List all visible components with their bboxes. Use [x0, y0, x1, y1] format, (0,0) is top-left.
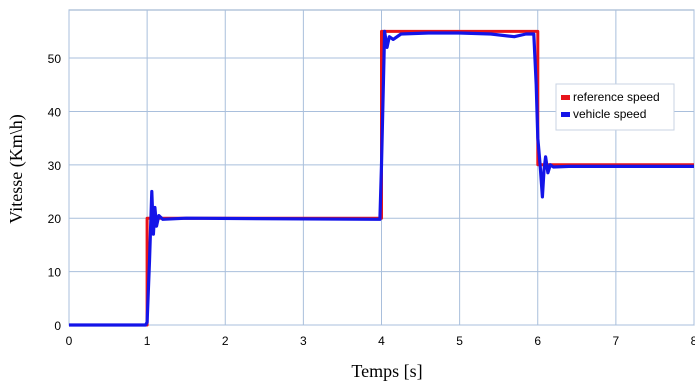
x-tick-label: 7: [613, 334, 620, 348]
legend-box: [555, 83, 675, 131]
x-axis-title: Temps [s]: [351, 361, 422, 381]
x-tick-label: 1: [144, 334, 151, 348]
x-tick-label: 0: [66, 334, 73, 348]
y-tick-label: 20: [48, 212, 62, 226]
y-tick-label: 40: [48, 105, 62, 119]
legend-label: vehicle speed: [573, 107, 646, 121]
y-tick-label: 50: [48, 52, 62, 66]
x-tick-label: 4: [378, 334, 385, 348]
legend: reference speed vehicle speed: [555, 83, 675, 131]
legend-swatch: [561, 112, 570, 117]
x-tick-label: 2: [222, 334, 229, 348]
legend-swatch: [561, 95, 570, 100]
y-tick-label: 10: [48, 266, 62, 280]
y-axis-title: Vitesse (Km\h): [6, 114, 27, 223]
x-tick-label: 6: [534, 334, 541, 348]
y-tick-label: 0: [54, 319, 61, 333]
x-tick-labels: 0 1 2 3 4 5 6 7 8: [66, 334, 695, 348]
x-tick-label: 5: [456, 334, 463, 348]
series-line-vehicle-speed: [69, 29, 694, 327]
legend-label: reference speed: [573, 90, 660, 104]
series-group: [69, 29, 694, 327]
x-tick-label: 3: [300, 334, 307, 348]
y-tick-labels: 0 10 20 30 40 50: [48, 52, 62, 333]
x-tick-label: 8: [691, 334, 695, 348]
y-tick-label: 30: [48, 159, 62, 173]
